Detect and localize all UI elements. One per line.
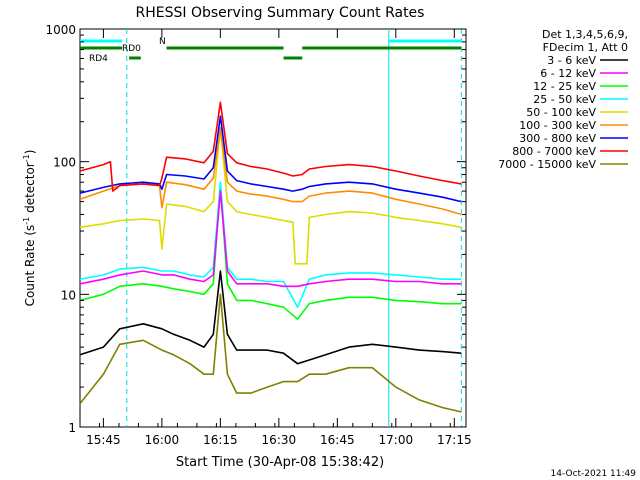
x-tick-label: 17:15 (437, 433, 472, 447)
x-tick-label: 17:00 (379, 433, 414, 447)
x-axis-label: Start Time (30-Apr-08 15:38:42) (176, 455, 384, 470)
series-line (79, 181, 462, 309)
legend-entry-label: 6 - 12 keV (540, 67, 596, 80)
chart-title: RHESSI Observing Summary Count Rates (136, 5, 425, 21)
x-tick-label: 16:15 (203, 433, 238, 447)
y-tick-label: 1000 (45, 23, 76, 37)
x-axis-ticks: 15:45 16:00 16:15 16:30 16:45 17:00 17:15 (79, 29, 472, 447)
series-line (79, 127, 462, 216)
footer-date: 14-Oct-2021 11:49 (551, 469, 637, 479)
series-line (79, 185, 462, 321)
series-line (79, 101, 462, 192)
series-line (79, 293, 462, 413)
legend: Det 1,3,4,5,6,9,FDecim 1, Att 03 - 6 keV… (498, 28, 628, 171)
status-flags: RD0 RD4 N (80, 37, 462, 64)
x-tick-label: 15:45 (86, 433, 121, 447)
series-line (79, 270, 462, 365)
x-tick-label: 16:00 (145, 433, 180, 447)
series-lines (79, 101, 462, 413)
legend-entry-label: 100 - 300 keV (519, 119, 596, 132)
legend-entry-label: 800 - 7000 keV (512, 145, 596, 158)
legend-entry-label: 3 - 6 keV (547, 54, 596, 67)
legend-entry-label: 50 - 100 keV (526, 106, 596, 119)
legend-entry-label: 300 - 800 keV (519, 132, 596, 145)
legend-header: Det 1,3,4,5,6,9, (542, 28, 628, 41)
y-tick-label: 100 (53, 156, 76, 170)
vertical-markers (126, 29, 462, 427)
x-tick-label: 16:30 (262, 433, 297, 447)
rd4-flag-label: RD4 (89, 54, 108, 64)
plot-area (79, 28, 467, 428)
legend-header: FDecim 1, Att 0 (543, 41, 628, 54)
legend-entry-label: 25 - 50 keV (533, 93, 596, 106)
series-line (79, 190, 462, 288)
y-axis-ticks: 1 10 100 1000 (45, 23, 466, 435)
x-tick-label: 16:45 (320, 433, 355, 447)
y-axis-label: Count Rate (s-1 detector-1) (22, 150, 37, 307)
rd0-flag-label: RD0 (122, 44, 141, 54)
night-flag-label: N (159, 37, 166, 47)
y-tick-label: 1 (68, 421, 76, 435)
y-tick-label: 10 (61, 288, 76, 302)
series-line (79, 127, 462, 265)
legend-entry-label: 12 - 25 keV (533, 80, 596, 93)
series-line (79, 115, 462, 203)
legend-entry-label: 7000 - 15000 keV (498, 158, 596, 171)
